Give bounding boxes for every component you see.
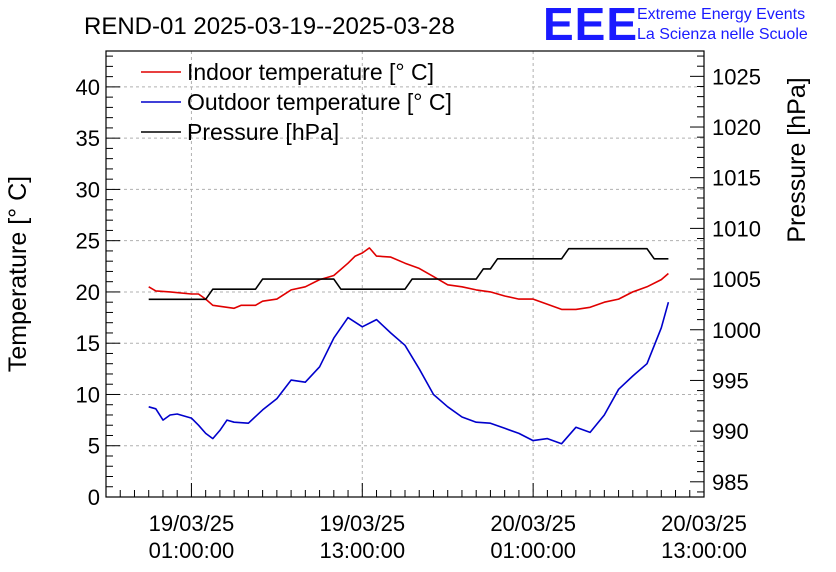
y-tick-label: 15	[76, 331, 100, 356]
y2-tick-label: 990	[712, 419, 749, 444]
series-layer	[148, 247, 670, 445]
y-axis-label: Temperature [° C]	[4, 176, 32, 372]
y2-tick-label: 1020	[712, 115, 761, 140]
indoor-temperature-line	[148, 247, 669, 311]
eee-logo-line1: Extreme Energy Events	[637, 6, 805, 23]
y2-tick-label: 985	[712, 470, 749, 495]
grid	[106, 51, 705, 497]
legend-label: Outdoor temperature [° C]	[187, 89, 452, 115]
legend: Indoor temperature [° C] Outdoor temperat…	[141, 59, 452, 145]
x-tick-label-date: 19/03/25	[319, 511, 405, 536]
y-tick-label: 40	[76, 75, 100, 100]
y-axis-left: 0 5 10 15 20 25 30 35 40	[76, 55, 120, 510]
y2-tick-label: 1005	[712, 267, 761, 292]
eee-logo: EEE Extreme Energy Events La Scienza nel…	[543, 0, 808, 50]
y2-tick-label: 1015	[712, 166, 761, 191]
y2-tick-label: 1000	[712, 318, 761, 343]
x-axis: 19/03/2501:00:0019/03/2513:00:0020/03/25…	[105, 483, 747, 563]
pressure-line	[148, 247, 669, 301]
outdoor-temperature-line	[148, 301, 670, 445]
y2-axis-label: Pressure [hPa]	[783, 77, 811, 242]
plot-frame	[105, 50, 705, 498]
x-tick-label-date: 19/03/25	[149, 511, 235, 536]
y2-tick-label: 1010	[712, 216, 761, 241]
eee-logo-mark: EEE	[543, 0, 638, 50]
y-tick-label: 35	[76, 126, 100, 151]
legend-label: Indoor temperature [° C]	[187, 59, 434, 85]
x-tick-label-time: 13:00:00	[661, 538, 747, 563]
x-tick-label-time: 01:00:00	[490, 538, 576, 563]
x-tick-label-date: 20/03/25	[490, 511, 576, 536]
x-tick-label-time: 13:00:00	[319, 538, 405, 563]
y-tick-label: 0	[88, 485, 100, 510]
y-tick-label: 30	[76, 177, 100, 202]
chart-title: REND-01 2025-03-19--2025-03-28	[84, 13, 455, 40]
y-tick-label: 10	[76, 382, 100, 407]
y-tick-label: 5	[88, 434, 100, 459]
legend-label: Pressure [hPa]	[187, 119, 339, 145]
eee-logo-line2: La Scienza nelle Scuole	[637, 26, 808, 43]
x-tick-label-time: 01:00:00	[149, 538, 235, 563]
y2-tick-label: 995	[712, 368, 749, 393]
y-tick-label: 20	[76, 280, 100, 305]
y2-tick-label: 1025	[712, 64, 761, 89]
y-tick-label: 25	[76, 229, 100, 254]
x-tick-label-date: 20/03/25	[661, 511, 747, 536]
y-axis-right: 985 990 995 1000 1005 1010 1015 1020 1025	[690, 55, 761, 495]
